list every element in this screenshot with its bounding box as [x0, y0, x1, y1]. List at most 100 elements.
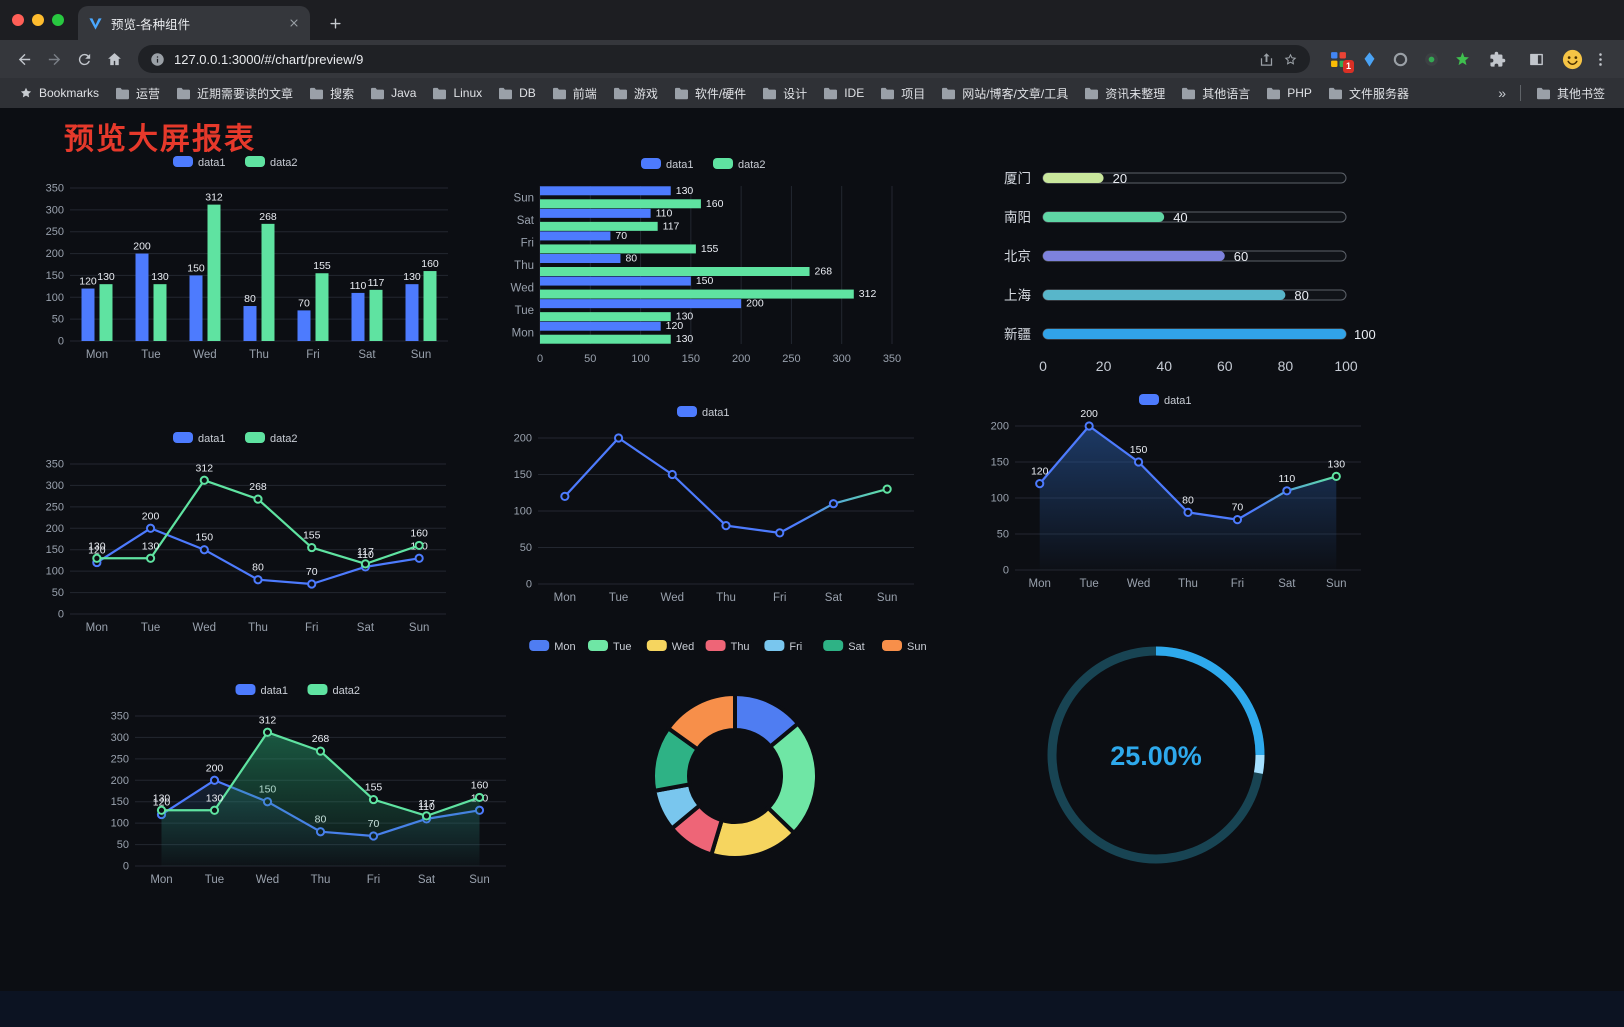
svg-text:Tue: Tue [205, 874, 224, 886]
svg-text:0: 0 [123, 861, 129, 873]
bookmark-folder[interactable]: 近期需要读的文章 [169, 82, 300, 105]
svg-text:160: 160 [706, 198, 724, 210]
svg-text:Mon: Mon [1029, 578, 1051, 590]
svg-text:150: 150 [514, 469, 532, 481]
bookmark-folder[interactable]: Java [363, 83, 423, 103]
svg-text:350: 350 [46, 183, 64, 195]
extensions-puzzle-icon[interactable] [1483, 45, 1511, 73]
window-minimize-button[interactable] [32, 14, 44, 26]
bookmark-label: 设计 [783, 86, 808, 101]
browser-tab[interactable]: 预览-各种组件 [78, 6, 310, 40]
bookmark-folder[interactable]: IDE [816, 83, 871, 103]
bookmark-label: PHP [1287, 86, 1312, 100]
svg-text:200: 200 [732, 353, 750, 365]
extension-icon[interactable] [1390, 49, 1410, 69]
svg-text:130: 130 [153, 792, 171, 804]
extension-icon[interactable] [1452, 49, 1472, 69]
address-bar[interactable]: 127.0.0.1:3000/#/chart/preview/9 [138, 45, 1310, 73]
svg-text:110: 110 [418, 801, 435, 813]
svg-text:150: 150 [1130, 444, 1148, 456]
svg-text:0: 0 [537, 353, 543, 365]
svg-text:Fri: Fri [1231, 578, 1244, 590]
bookmark-label: IDE [844, 86, 865, 100]
svg-text:312: 312 [859, 288, 877, 300]
svg-text:100: 100 [514, 506, 532, 518]
window-zoom-button[interactable] [52, 14, 64, 26]
profile-avatar[interactable] [1560, 47, 1584, 71]
reload-button[interactable] [70, 45, 98, 73]
svg-text:80: 80 [1278, 358, 1294, 374]
svg-text:Fri: Fri [305, 622, 318, 634]
area-chart-single: data1 0 50 100 150 200 Mon Tue Wed Thu Fri Sat Sun 12… [975, 388, 1375, 594]
svg-text:25.00%: 25.00% [1110, 741, 1202, 771]
extensions-area: 1 [1320, 45, 1558, 73]
svg-text:Tue: Tue [515, 305, 534, 317]
svg-text:200: 200 [46, 248, 64, 260]
horizontal-bar-chart: data1 data2 0 50 100 150 200 250 300 350 Mon 120 130… [498, 152, 928, 370]
bookmark-folder[interactable]: DB [491, 83, 543, 103]
bookmark-folder[interactable]: 项目 [873, 82, 932, 105]
svg-text:80: 80 [244, 293, 256, 305]
svg-text:Fri: Fri [521, 237, 534, 249]
other-bookmarks-folder[interactable]: 其他书签 [1529, 82, 1612, 105]
home-button[interactable] [100, 45, 128, 73]
url-text[interactable]: 127.0.0.1:3000/#/chart/preview/9 [174, 51, 364, 67]
share-icon[interactable] [1259, 52, 1274, 67]
svg-text:Tue: Tue [613, 641, 632, 653]
svg-text:data2: data2 [333, 685, 361, 697]
bookmark-label: 游戏 [633, 86, 658, 101]
svg-text:268: 268 [815, 266, 833, 278]
bookmark-folder[interactable]: 资讯未整理 [1077, 82, 1172, 105]
svg-text:40: 40 [1173, 210, 1187, 225]
svg-text:Sat: Sat [358, 349, 376, 361]
svg-text:155: 155 [701, 243, 719, 255]
side-panel-icon[interactable] [1522, 45, 1550, 73]
bookmark-folder[interactable]: 前端 [545, 82, 604, 105]
back-button[interactable] [10, 45, 38, 73]
tab-title: 预览-各种组件 [111, 17, 191, 32]
bookmark-folder[interactable]: 网站/博客/文章/工具 [934, 82, 1075, 105]
tab-favicon-icon [88, 16, 103, 31]
svg-text:data1: data1 [198, 433, 226, 445]
svg-text:150: 150 [187, 262, 205, 274]
bookmark-folder[interactable]: 其他语言 [1174, 82, 1257, 105]
browser-menu-button[interactable] [1586, 45, 1614, 73]
svg-text:300: 300 [46, 204, 64, 216]
bookmark-folder[interactable]: 运营 [108, 82, 167, 105]
new-tab-button[interactable] [322, 10, 348, 36]
forward-button[interactable] [40, 45, 68, 73]
folder-icon [1181, 87, 1196, 100]
svg-text:data1: data1 [1164, 395, 1192, 407]
svg-text:Wed: Wed [661, 592, 684, 604]
svg-text:350: 350 [111, 711, 129, 723]
svg-text:Wed: Wed [1127, 578, 1150, 590]
window-close-button[interactable] [12, 14, 24, 26]
svg-text:130: 130 [142, 540, 160, 552]
svg-text:0: 0 [1039, 358, 1047, 374]
site-info-icon[interactable] [150, 52, 165, 67]
svg-text:312: 312 [259, 714, 277, 726]
extension-icon[interactable] [1421, 49, 1441, 69]
svg-text:Tue: Tue [609, 592, 628, 604]
svg-text:Sat: Sat [517, 215, 535, 227]
svg-text:Sun: Sun [907, 641, 927, 653]
bookmark-folder[interactable]: PHP [1259, 83, 1319, 103]
folder-icon [552, 87, 567, 100]
svg-text:Sun: Sun [877, 592, 897, 604]
bar-chart: data1 data2 0 50 100 150 200 250 300 350 Mon 120 130… [30, 150, 460, 365]
bookmark-folder[interactable]: 搜索 [302, 82, 361, 105]
bookmark-star-icon[interactable] [1283, 52, 1298, 67]
bookmarks-manager[interactable]: Bookmarks [12, 83, 106, 103]
bookmark-label: 搜索 [330, 86, 355, 101]
bookmark-folder[interactable]: 设计 [755, 82, 814, 105]
extension-icon[interactable] [1359, 49, 1379, 69]
tab-close-icon[interactable] [288, 17, 300, 29]
bookmarks-overflow-chevron[interactable]: » [1498, 85, 1506, 101]
bookmark-folder[interactable]: 游戏 [606, 82, 665, 105]
bookmark-label: 近期需要读的文章 [197, 86, 294, 101]
bookmark-folder[interactable]: 文件服务器 [1321, 82, 1416, 105]
bookmark-folder[interactable]: Linux [425, 83, 489, 103]
extension-icon[interactable]: 1 [1328, 49, 1354, 73]
bookmark-folder[interactable]: 软件/硬件 [667, 82, 753, 105]
